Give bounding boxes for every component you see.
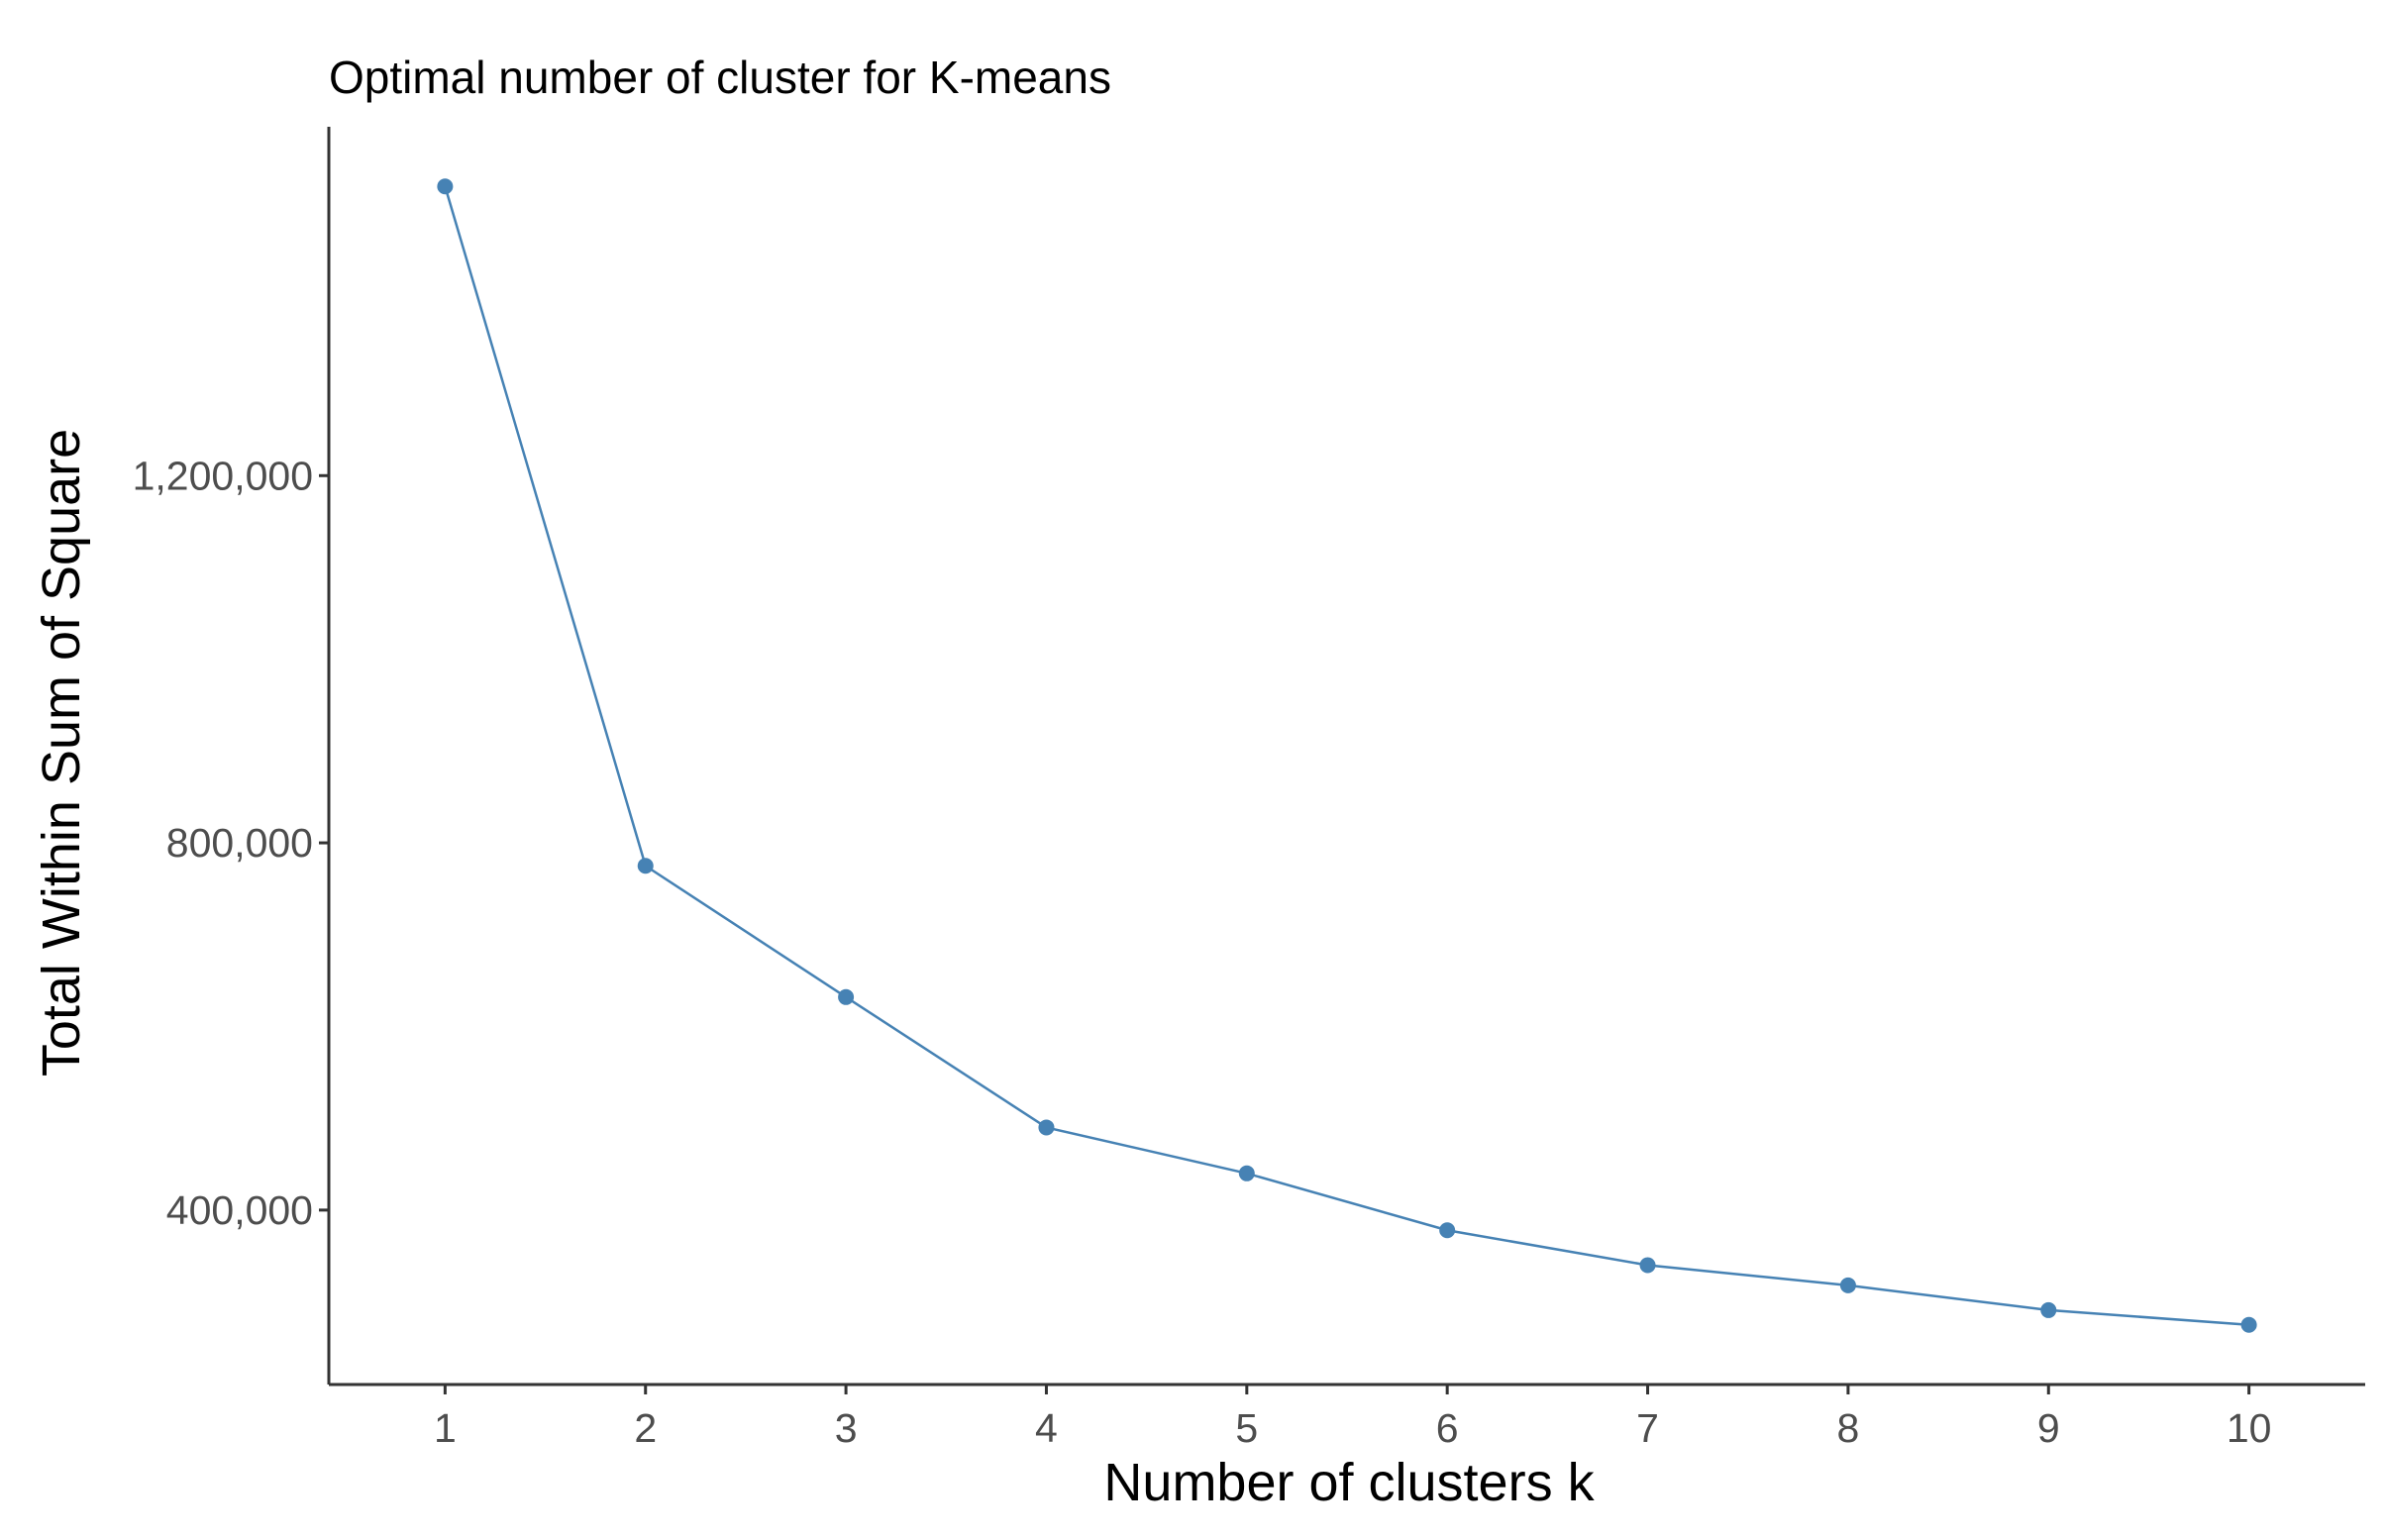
x-tick-label: 7 xyxy=(1636,1405,1659,1451)
data-point xyxy=(1639,1257,1656,1274)
x-tick-label: 2 xyxy=(634,1405,657,1451)
x-tick-label: 10 xyxy=(2227,1405,2272,1451)
data-point xyxy=(1839,1277,1856,1293)
x-tick-label: 8 xyxy=(1836,1405,1859,1451)
x-tick-label: 1 xyxy=(434,1405,457,1451)
data-point xyxy=(838,988,855,1005)
plot-series xyxy=(437,178,2257,1333)
data-point xyxy=(1439,1222,1456,1239)
x-tick-label: 3 xyxy=(835,1405,858,1451)
data-point xyxy=(437,178,454,195)
x-tick-label: 6 xyxy=(1436,1405,1459,1451)
data-point xyxy=(1238,1165,1255,1181)
chart-title: Optimal number of cluster for K-means xyxy=(329,51,1111,103)
y-tick-label: 800,000 xyxy=(166,820,313,866)
data-point xyxy=(1038,1119,1055,1136)
series-line xyxy=(444,185,2249,1326)
data-point xyxy=(637,858,654,874)
data-point xyxy=(2040,1301,2057,1318)
x-tick-label: 9 xyxy=(2037,1405,2060,1451)
x-axis: 1 2 3 4 5 6 7 8 9 10 xyxy=(329,1383,2365,1451)
y-tick-label: 1,200,000 xyxy=(133,453,313,498)
y-axis-title: Total Within Sum of Square xyxy=(32,429,91,1077)
x-tick-label: 5 xyxy=(1235,1405,1258,1451)
x-tick-label: 4 xyxy=(1035,1405,1058,1451)
y-tick-label: 400,000 xyxy=(166,1187,313,1233)
y-axis: 400,000 800,000 1,200,000 xyxy=(133,127,331,1385)
x-axis-title: Number of clusters k xyxy=(1103,1453,1595,1512)
data-point xyxy=(2240,1316,2257,1333)
